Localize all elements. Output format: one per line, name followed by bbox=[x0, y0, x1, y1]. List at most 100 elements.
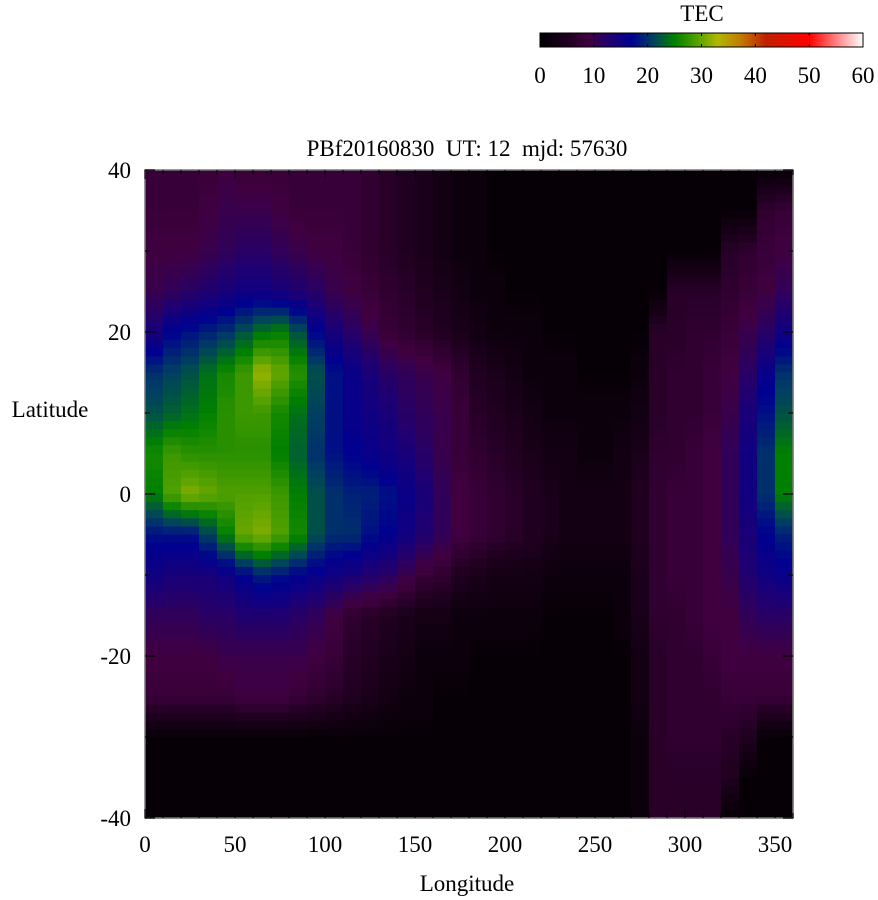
heatmap-cell bbox=[667, 696, 686, 706]
colorbar-segment bbox=[859, 33, 861, 47]
heatmap-cell bbox=[397, 356, 416, 365]
heatmap-cell bbox=[145, 210, 164, 220]
heatmap-cell bbox=[631, 259, 650, 268]
heatmap-cell bbox=[703, 688, 722, 698]
heatmap-cell bbox=[217, 469, 236, 479]
colorbar-segment bbox=[638, 33, 640, 47]
heatmap-cell bbox=[613, 178, 632, 187]
heatmap-cell bbox=[415, 178, 434, 187]
colorbar-segment bbox=[808, 33, 810, 47]
heatmap-cell bbox=[145, 712, 164, 722]
heatmap-cell bbox=[289, 809, 308, 819]
heatmap-cell bbox=[523, 615, 542, 625]
heatmap-cell bbox=[433, 591, 452, 600]
heatmap-cell bbox=[631, 680, 650, 689]
heatmap-cell bbox=[739, 437, 758, 446]
heatmap-cell bbox=[307, 226, 326, 236]
heatmap-cell bbox=[217, 356, 236, 365]
heatmap-cell bbox=[145, 558, 164, 568]
heatmap-cell bbox=[595, 356, 614, 365]
heatmap-cell bbox=[271, 720, 290, 730]
heatmap-cell bbox=[361, 396, 380, 406]
heatmap-cell bbox=[775, 769, 794, 779]
heatmap-cell bbox=[415, 170, 434, 179]
heatmap-cell bbox=[307, 461, 326, 471]
heatmap-cell bbox=[271, 429, 290, 438]
heatmap-cell bbox=[523, 550, 542, 560]
heatmap-cell bbox=[361, 315, 380, 325]
heatmap-cell bbox=[649, 745, 668, 754]
heatmap-cell bbox=[397, 469, 416, 479]
colorbar-segment bbox=[733, 33, 735, 47]
heatmap-cell bbox=[415, 372, 434, 382]
heatmap-cell bbox=[595, 380, 614, 390]
heatmap-cell bbox=[325, 688, 344, 698]
heatmap-cell bbox=[235, 664, 254, 673]
heatmap-cell bbox=[433, 688, 452, 698]
heatmap-cell bbox=[631, 639, 650, 649]
heatmap-cell bbox=[649, 639, 668, 649]
heatmap-cell bbox=[181, 404, 200, 414]
heatmap-cell bbox=[577, 202, 596, 212]
colorbar-segment bbox=[841, 33, 843, 47]
heatmap-cell bbox=[433, 170, 452, 179]
heatmap-cell bbox=[505, 380, 524, 390]
heatmap-cell bbox=[595, 696, 614, 706]
heatmap-cell bbox=[181, 299, 200, 309]
heatmap-cell bbox=[757, 210, 776, 220]
heatmap-cell bbox=[181, 413, 200, 422]
colorbar-segment bbox=[835, 33, 837, 47]
heatmap-cell bbox=[649, 186, 668, 195]
heatmap-cell bbox=[721, 607, 740, 617]
heatmap-cell bbox=[253, 680, 272, 689]
heatmap-cell bbox=[559, 315, 578, 325]
heatmap-cell bbox=[253, 380, 272, 390]
heatmap-cell bbox=[433, 396, 452, 406]
heatmap-cell bbox=[685, 575, 704, 584]
heatmap-cell bbox=[145, 769, 164, 779]
heatmap-cell bbox=[505, 477, 524, 487]
heatmap-cell bbox=[379, 688, 398, 698]
heatmap-cell bbox=[487, 218, 506, 228]
heatmap-cell bbox=[631, 526, 650, 536]
heatmap-cell bbox=[379, 745, 398, 754]
heatmap-cell bbox=[739, 259, 758, 268]
heatmap-cell bbox=[577, 526, 596, 536]
heatmap-cell bbox=[667, 720, 686, 730]
heatmap-cell bbox=[235, 704, 254, 714]
heatmap-cell bbox=[289, 664, 308, 673]
heatmap-cell bbox=[289, 720, 308, 730]
heatmap-cell bbox=[559, 388, 578, 398]
heatmap-cell bbox=[505, 494, 524, 503]
heatmap-cell bbox=[577, 307, 596, 317]
colorbar-segment bbox=[799, 33, 801, 47]
heatmap-cell bbox=[523, 283, 542, 293]
heatmap-cell bbox=[181, 218, 200, 228]
heatmap-cell bbox=[289, 737, 308, 746]
heatmap-cell bbox=[343, 210, 362, 220]
heatmap-cell bbox=[631, 761, 650, 770]
heatmap-cell bbox=[577, 737, 596, 746]
heatmap-cell bbox=[649, 234, 668, 244]
heatmap-cell bbox=[541, 461, 560, 471]
heatmap-cell bbox=[775, 364, 794, 374]
heatmap-cell bbox=[739, 737, 758, 746]
heatmap-cell bbox=[451, 631, 470, 641]
heatmap-cell bbox=[721, 332, 740, 341]
heatmap-cell bbox=[253, 210, 272, 220]
colorbar-segment bbox=[547, 33, 549, 47]
heatmap-cell bbox=[199, 283, 218, 293]
heatmap-cell bbox=[739, 291, 758, 301]
x-tick-label: 300 bbox=[668, 832, 703, 857]
heatmap-cell bbox=[613, 380, 632, 390]
heatmap-cell bbox=[469, 404, 488, 414]
heatmap-cell bbox=[685, 672, 704, 681]
heatmap-cell bbox=[649, 728, 668, 738]
colorbar-segment bbox=[550, 33, 552, 47]
heatmap-cell bbox=[559, 809, 578, 819]
heatmap-cell bbox=[775, 526, 794, 536]
heatmap-cell bbox=[289, 315, 308, 325]
heatmap-cell bbox=[595, 599, 614, 608]
heatmap-cell bbox=[343, 299, 362, 309]
heatmap-cell bbox=[289, 218, 308, 228]
